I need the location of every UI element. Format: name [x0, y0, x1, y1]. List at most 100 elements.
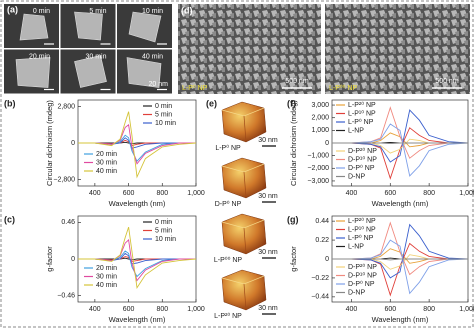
y-tick-label: 3,000 — [311, 102, 329, 109]
x-tick-label: 800 — [423, 190, 435, 197]
panel-label: (g) — [287, 214, 299, 224]
x-tick-label: 400 — [89, 306, 101, 313]
particle-model: 30 nm L-P⁰ NP — [215, 101, 278, 152]
scale-label: 20 nm — [149, 81, 169, 88]
y-tick-label: −0.44 — [311, 294, 329, 301]
particle-model: 30 nm D-P⁰ NP — [215, 157, 278, 208]
legend-label: D-P²⁰ NP — [348, 263, 377, 271]
x-tick-label: 400 — [346, 190, 358, 197]
y-tick-label: −0.46 — [57, 292, 75, 299]
x-axis-label: Wavelength (nm) — [109, 315, 166, 324]
y-tick-label: −3,000 — [307, 178, 329, 185]
y-tick-label: 0.44 — [315, 218, 329, 225]
x-tick-label: 400 — [89, 190, 101, 197]
x-tick-label: 1,000 — [187, 306, 205, 313]
y-axis-label: g-factor — [45, 246, 54, 272]
legend-label: 30 min — [96, 273, 117, 280]
legend-label: L-P⁰ NP — [348, 234, 374, 242]
x-axis-label: Wavelength (nm) — [372, 315, 429, 324]
series-line — [78, 238, 196, 282]
legend-label: 0 min — [155, 103, 172, 110]
thumb-time: 20 min — [29, 53, 50, 60]
scale-label: 500 nm — [435, 78, 459, 85]
legend-label: L-P¹⁰ NP — [348, 109, 376, 117]
particle — [126, 57, 162, 88]
particle-name: L-P²⁰ NP — [214, 312, 242, 320]
y-axis-label: g-factor — [289, 246, 298, 272]
legend-label: L-NP — [348, 243, 364, 250]
x-tick-label: 800 — [156, 190, 168, 197]
y-axis-label: Circular dichroism (mdeg) — [289, 100, 298, 186]
legend-label: L-P⁰ NP — [348, 118, 374, 126]
particle — [74, 55, 107, 88]
sem-image — [325, 4, 470, 94]
y-tick-label: −2,000 — [307, 165, 329, 172]
panel-a: 0 min 5 min 10 min 20 min 30 min 40 min — [4, 4, 172, 94]
series-line — [332, 258, 468, 261]
particle — [128, 11, 162, 43]
image-caption: L-P⁰ NP — [182, 84, 208, 92]
y-tick-label: 0 — [71, 256, 75, 263]
legend-label: 0 min — [155, 219, 172, 226]
legend-label: L-P²⁰ NP — [348, 217, 376, 225]
sem-thumbnail: 30 min — [60, 49, 116, 94]
series-line — [78, 226, 197, 289]
x-tick-label: 800 — [156, 306, 168, 313]
x-tick-label: 600 — [123, 190, 135, 197]
legend-label: L-NP — [348, 127, 364, 134]
legend-label: 10 min — [155, 236, 176, 243]
sem-thumbnail: 40 min — [117, 49, 172, 94]
scale-label: 30 nm — [258, 193, 278, 200]
y-tick-label: 1,000 — [311, 127, 329, 134]
particle-edge — [243, 283, 247, 311]
sem-thumbnail: 10 min — [117, 4, 172, 48]
legend-label: 40 min — [96, 168, 117, 175]
legend-label: 5 min — [155, 111, 172, 118]
legend-label: D-P⁰ NP — [348, 280, 375, 288]
legend-label: L-P²⁰ NP — [348, 101, 376, 109]
particle-model: 30 nm L-P⁰⁰ NP — [214, 213, 278, 264]
x-tick-label: 600 — [384, 306, 396, 313]
y-tick-label: −2,800 — [53, 176, 75, 183]
y-tick-label: 2,800 — [57, 103, 75, 110]
x-tick-label: 1,000 — [187, 190, 205, 197]
legend-label: D-P¹⁰ NP — [348, 155, 377, 163]
particle-name: L-P⁰ NP — [215, 144, 241, 152]
series-line — [332, 223, 469, 279]
legend-label: 40 min — [96, 282, 117, 289]
panel-label: (c) — [4, 214, 15, 224]
y-tick-label: 0 — [325, 140, 329, 147]
x-tick-label: 800 — [423, 306, 435, 313]
thumb-time: 40 min — [142, 53, 163, 60]
legend-label: D-P⁰ NP — [348, 164, 375, 172]
scale-label: 30 nm — [258, 137, 278, 144]
y-tick-label: −0.22 — [311, 275, 329, 282]
sem-thumbnail: 20 min — [4, 49, 59, 94]
particle-body — [221, 269, 267, 311]
particle — [19, 13, 49, 41]
sem-thumbnail: 0 min — [4, 4, 59, 48]
thumb-time: 5 min — [89, 8, 106, 15]
particle — [15, 57, 51, 88]
scale-label: 500 nm — [285, 78, 309, 85]
series-line — [332, 142, 468, 145]
series-line — [332, 123, 469, 177]
legend-label: 10 min — [155, 120, 176, 127]
legend-label: D-NP — [348, 173, 365, 180]
y-tick-label: −1,000 — [307, 152, 329, 159]
panel-label: (e) — [206, 98, 217, 108]
series-line — [78, 123, 196, 165]
y-tick-label: 0.46 — [61, 219, 75, 226]
scale-label: 30 nm — [258, 249, 278, 256]
particle-edge — [243, 171, 247, 199]
panel-label: (a) — [7, 4, 18, 14]
thumb-time: 0 min — [33, 8, 50, 15]
y-tick-label: 0.22 — [315, 237, 329, 244]
y-tick-label: 0 — [71, 140, 75, 147]
legend-label: D-NP — [348, 289, 365, 296]
y-axis-label: Circular dichroism (mdeg) — [45, 100, 54, 186]
legend-label: D-P¹⁰ NP — [348, 271, 377, 279]
